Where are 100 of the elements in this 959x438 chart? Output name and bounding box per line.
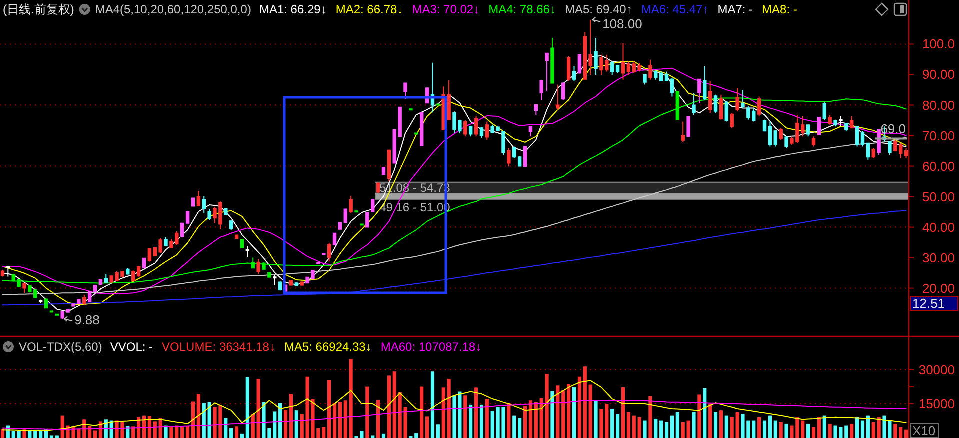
candlestick xyxy=(855,126,860,148)
candlestick xyxy=(610,61,614,76)
candlestick xyxy=(300,281,304,286)
candlestick xyxy=(480,126,484,139)
candlestick xyxy=(724,101,729,122)
candlestick xyxy=(88,291,92,302)
y-tick-label: 30.00 xyxy=(922,250,955,266)
candlestick xyxy=(132,270,136,282)
text: 12.51 xyxy=(912,296,946,311)
bar xyxy=(686,420,690,438)
bar xyxy=(256,379,260,438)
legend-label: MA7: - xyxy=(718,2,754,16)
line-series xyxy=(2,137,907,296)
candlestick xyxy=(850,116,854,129)
candlestick xyxy=(534,104,538,116)
bar xyxy=(332,403,337,438)
candlestick xyxy=(273,274,277,286)
candlestick xyxy=(839,116,843,126)
candlestick xyxy=(202,196,206,214)
candlestick xyxy=(692,92,696,116)
bar xyxy=(801,420,805,438)
candlestick xyxy=(834,119,838,128)
bar xyxy=(480,404,484,438)
candlestick xyxy=(22,282,26,294)
candlestick xyxy=(736,88,740,112)
candlestick xyxy=(294,282,299,286)
bar xyxy=(616,414,620,438)
bar xyxy=(251,414,255,438)
bar xyxy=(230,428,234,438)
candlestick xyxy=(877,129,881,156)
candlestick xyxy=(643,74,647,86)
candlestick xyxy=(757,96,762,118)
candlestick xyxy=(703,66,707,101)
bar xyxy=(289,394,293,438)
bar xyxy=(877,417,881,438)
bar xyxy=(507,403,511,438)
bar xyxy=(518,418,522,438)
candlestick xyxy=(387,149,392,182)
bar xyxy=(523,406,528,438)
y-tick-label: 20.00 xyxy=(922,280,955,296)
bar xyxy=(349,359,353,438)
bar xyxy=(196,394,200,438)
bar xyxy=(442,388,446,438)
bar xyxy=(273,412,277,438)
bar xyxy=(93,430,98,438)
candlestick xyxy=(6,266,10,278)
candlestick xyxy=(344,208,348,224)
bar xyxy=(752,420,756,438)
bar xyxy=(208,402,212,438)
candlestick xyxy=(626,61,631,76)
bar xyxy=(132,426,136,438)
legend-label: VVOL: - xyxy=(110,340,154,354)
bar xyxy=(719,410,724,438)
candlestick xyxy=(191,198,196,208)
bar xyxy=(643,420,647,438)
candlestick xyxy=(278,281,282,292)
candlestick xyxy=(762,119,767,132)
candlestick xyxy=(349,195,353,214)
bar xyxy=(39,431,43,438)
candlestick xyxy=(860,130,865,148)
candlestick xyxy=(822,102,826,122)
candlestick xyxy=(136,266,141,278)
candlestick xyxy=(904,148,908,159)
candlestick xyxy=(664,71,669,82)
bar xyxy=(698,394,702,438)
candlestick xyxy=(370,199,375,212)
y-tick-label: 100.0 xyxy=(922,36,955,52)
candlestick xyxy=(430,62,435,114)
candlestick xyxy=(566,56,571,82)
candlestick xyxy=(82,294,86,306)
candlestick xyxy=(512,146,516,159)
candlestick xyxy=(104,273,108,284)
candlestick xyxy=(578,54,582,74)
bar xyxy=(758,417,762,438)
bar xyxy=(632,416,636,438)
bar xyxy=(224,418,228,438)
bar xyxy=(447,379,451,438)
candlestick xyxy=(382,166,386,176)
bar xyxy=(610,409,614,438)
bar xyxy=(12,431,16,438)
bar xyxy=(246,377,250,438)
text: MA5: 66924.33↓ xyxy=(284,340,372,354)
bar xyxy=(382,434,386,438)
candlestick xyxy=(262,262,266,270)
candlestick xyxy=(698,78,702,104)
candlestick xyxy=(332,232,337,246)
candlestick xyxy=(774,129,778,148)
text: MA1: 66.29↓ xyxy=(259,2,327,16)
bar xyxy=(692,412,696,438)
bar xyxy=(490,411,494,438)
line-series xyxy=(2,98,907,284)
candlestick xyxy=(327,242,332,262)
candlestick xyxy=(888,141,892,156)
candlestick xyxy=(468,126,473,138)
bar xyxy=(828,424,832,438)
text: MA6: 45.47↑ xyxy=(641,2,709,16)
candlestick xyxy=(741,90,745,109)
bar xyxy=(768,416,772,438)
candlestick xyxy=(420,112,424,146)
bar xyxy=(180,426,184,438)
